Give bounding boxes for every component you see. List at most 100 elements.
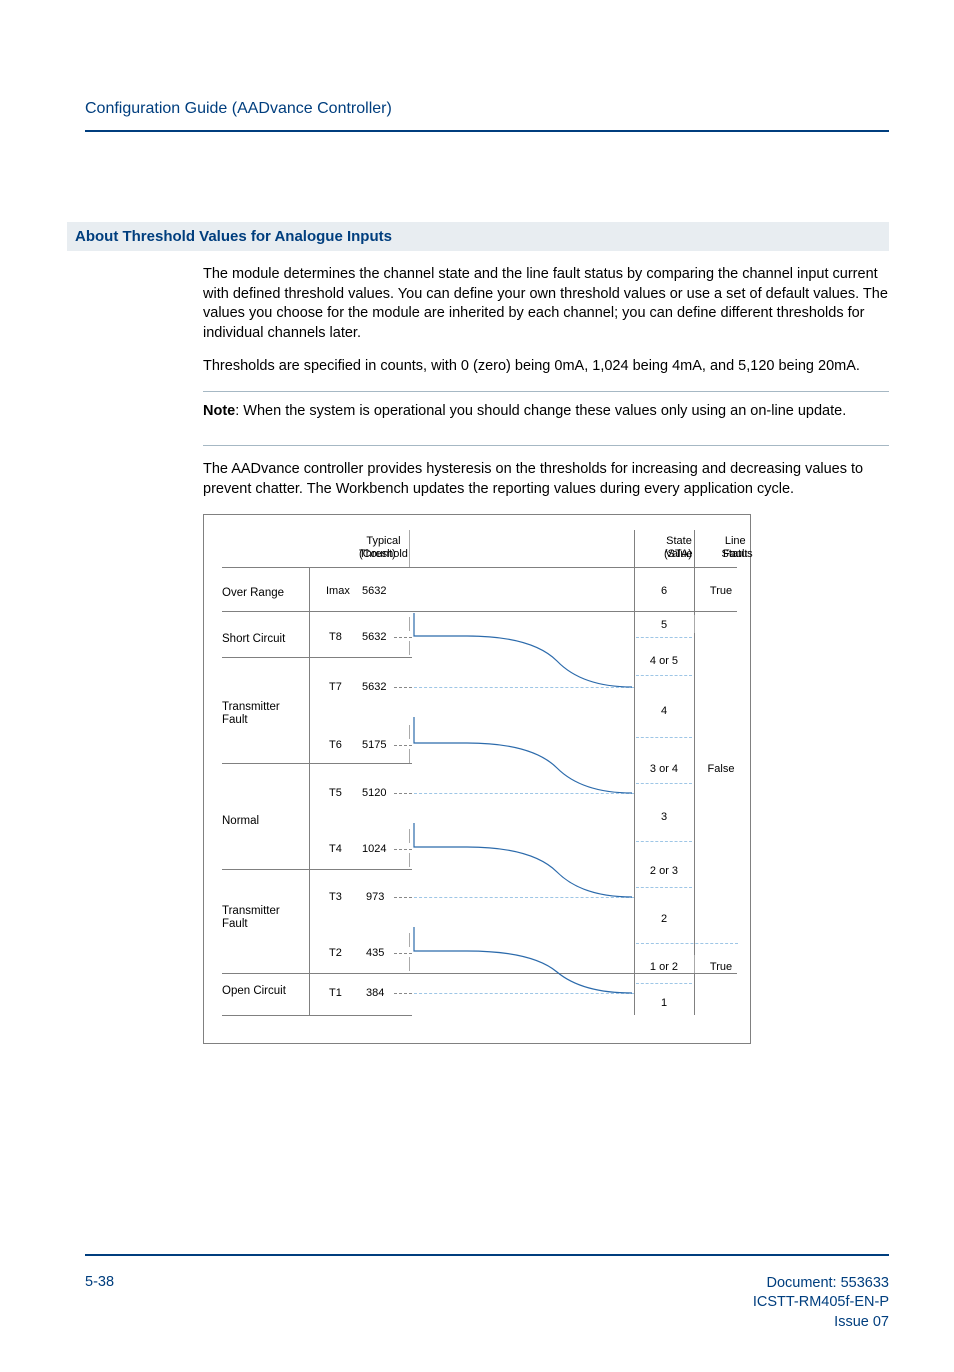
v6: 5175 <box>362 739 386 751</box>
dash-t4 <box>394 849 412 850</box>
t1: T1 <box>329 987 342 999</box>
imax-label: Imax <box>326 585 350 597</box>
v3: 973 <box>366 891 384 903</box>
curve-1 <box>412 611 634 691</box>
header-lf-l2: Status <box>722 548 753 561</box>
st-d1 <box>636 637 692 638</box>
dash-t6 <box>394 745 412 746</box>
imax-val: 5632 <box>362 585 386 597</box>
rule-row-4 <box>222 869 412 870</box>
dash-t3 <box>394 897 412 898</box>
page-footer: 5-38 Document: 553633 ICSTT-RM405f-EN-P … <box>85 1254 889 1333</box>
st-d8 <box>636 983 692 984</box>
lf-true-bot: True <box>696 961 746 973</box>
curve-3 <box>412 821 634 901</box>
state-4or5: 4 or 5 <box>634 655 694 667</box>
header-state-l2: (STA) <box>664 548 692 561</box>
lf-stub-top <box>694 615 695 633</box>
dash-t7 <box>394 687 412 688</box>
state-3or4: 3 or 4 <box>634 763 694 775</box>
footer-doc-line1: Document: 553633 <box>753 1274 889 1294</box>
state-4: 4 <box>634 705 694 717</box>
header-threshold: Typical Threshold (Count) <box>314 535 404 548</box>
footer-rule <box>85 1254 889 1256</box>
state-2: 2 <box>634 913 694 925</box>
curve-4 <box>412 925 634 997</box>
label-tx-fault-lower: Transmitter Fault <box>222 905 292 933</box>
label-tx-fault-upper: Transmitter Fault <box>222 701 292 729</box>
v4: 1024 <box>362 843 386 855</box>
state-5: 5 <box>634 619 694 631</box>
stub-t8a <box>409 617 410 631</box>
state-6: 6 <box>634 585 694 597</box>
paragraph-3: The AADvance controller provides hystere… <box>203 460 889 499</box>
curve-2 <box>412 715 634 795</box>
note-paragraph: Note: When the system is operational you… <box>203 402 889 422</box>
lf-true-top: True <box>696 585 746 597</box>
st-d6 <box>636 887 692 888</box>
v2: 435 <box>366 947 384 959</box>
t8: T8 <box>329 631 342 643</box>
note-text: : When the system is operational you sho… <box>235 403 846 419</box>
footer-doc-line2: ICSTT-RM405f-EN-P <box>753 1293 889 1313</box>
v8: 5632 <box>362 631 386 643</box>
st-d3 <box>636 737 692 738</box>
rule-row-2 <box>222 657 412 658</box>
v7: 5632 <box>362 681 386 693</box>
page-header-title: Configuration Guide (AADvance Controller… <box>85 100 889 118</box>
dash-t5 <box>394 793 412 794</box>
state-1or2: 1 or 2 <box>634 961 694 973</box>
stub-t8b <box>409 641 410 655</box>
footer-doc-line3: Issue 07 <box>753 1313 889 1333</box>
dash-t1 <box>394 993 412 994</box>
threshold-diagram: Typical Threshold (Count) State Value (S… <box>203 514 751 1044</box>
note-label: Note <box>203 403 235 419</box>
dash-t2 <box>394 953 412 954</box>
st-d4 <box>636 783 692 784</box>
state-1: 1 <box>634 997 694 1009</box>
label-normal: Normal <box>222 815 259 827</box>
header-linefault: Line Fault Status <box>694 535 749 548</box>
rule-row-3 <box>222 763 412 764</box>
lf-stub-bot <box>694 955 695 973</box>
stub-t2a <box>409 933 410 947</box>
t3: T3 <box>329 891 342 903</box>
v1: 384 <box>366 987 384 999</box>
header-threshold-l2: (Count) <box>359 548 396 561</box>
section-heading: About Threshold Values for Analogue Inpu… <box>67 222 889 251</box>
state-2or3: 2 or 3 <box>634 865 694 877</box>
dash-t8 <box>394 637 412 638</box>
st-d7 <box>636 943 738 944</box>
st-d5 <box>636 841 692 842</box>
body-text-block: The module determines the channel state … <box>203 265 889 500</box>
stub-t4b <box>409 853 410 867</box>
rule-col-2-top <box>409 530 410 567</box>
note-block: Note: When the system is operational you… <box>203 391 889 447</box>
label-open-circuit: Open Circuit <box>222 985 286 997</box>
t4: T4 <box>329 843 342 855</box>
t2: T2 <box>329 947 342 959</box>
t5: T5 <box>329 787 342 799</box>
stub-t6b <box>409 749 410 763</box>
t7: T7 <box>329 681 342 693</box>
st-d2 <box>636 675 692 676</box>
paragraph-1: The module determines the channel state … <box>203 265 889 343</box>
t6: T6 <box>329 739 342 751</box>
v5: 5120 <box>362 787 386 799</box>
rule-row-6 <box>222 1015 412 1016</box>
label-over-range: Over Range <box>222 587 284 599</box>
state-3: 3 <box>634 811 694 823</box>
paragraph-2: Thresholds are specified in counts, with… <box>203 357 889 377</box>
stub-t4a <box>409 829 410 843</box>
lf-false: False <box>696 763 746 775</box>
header-state: State Value (STA) <box>634 535 694 548</box>
footer-page-number: 5-38 <box>85 1274 114 1333</box>
header-rule <box>85 130 889 132</box>
footer-doc-info: Document: 553633 ICSTT-RM405f-EN-P Issue… <box>753 1274 889 1333</box>
st-r1 <box>636 611 692 612</box>
rule-header-bottom <box>222 567 737 568</box>
rule-col-1 <box>309 567 310 1015</box>
stub-t2b <box>409 957 410 971</box>
label-short-circuit: Short Circuit <box>222 633 285 645</box>
stub-t6a <box>409 725 410 739</box>
